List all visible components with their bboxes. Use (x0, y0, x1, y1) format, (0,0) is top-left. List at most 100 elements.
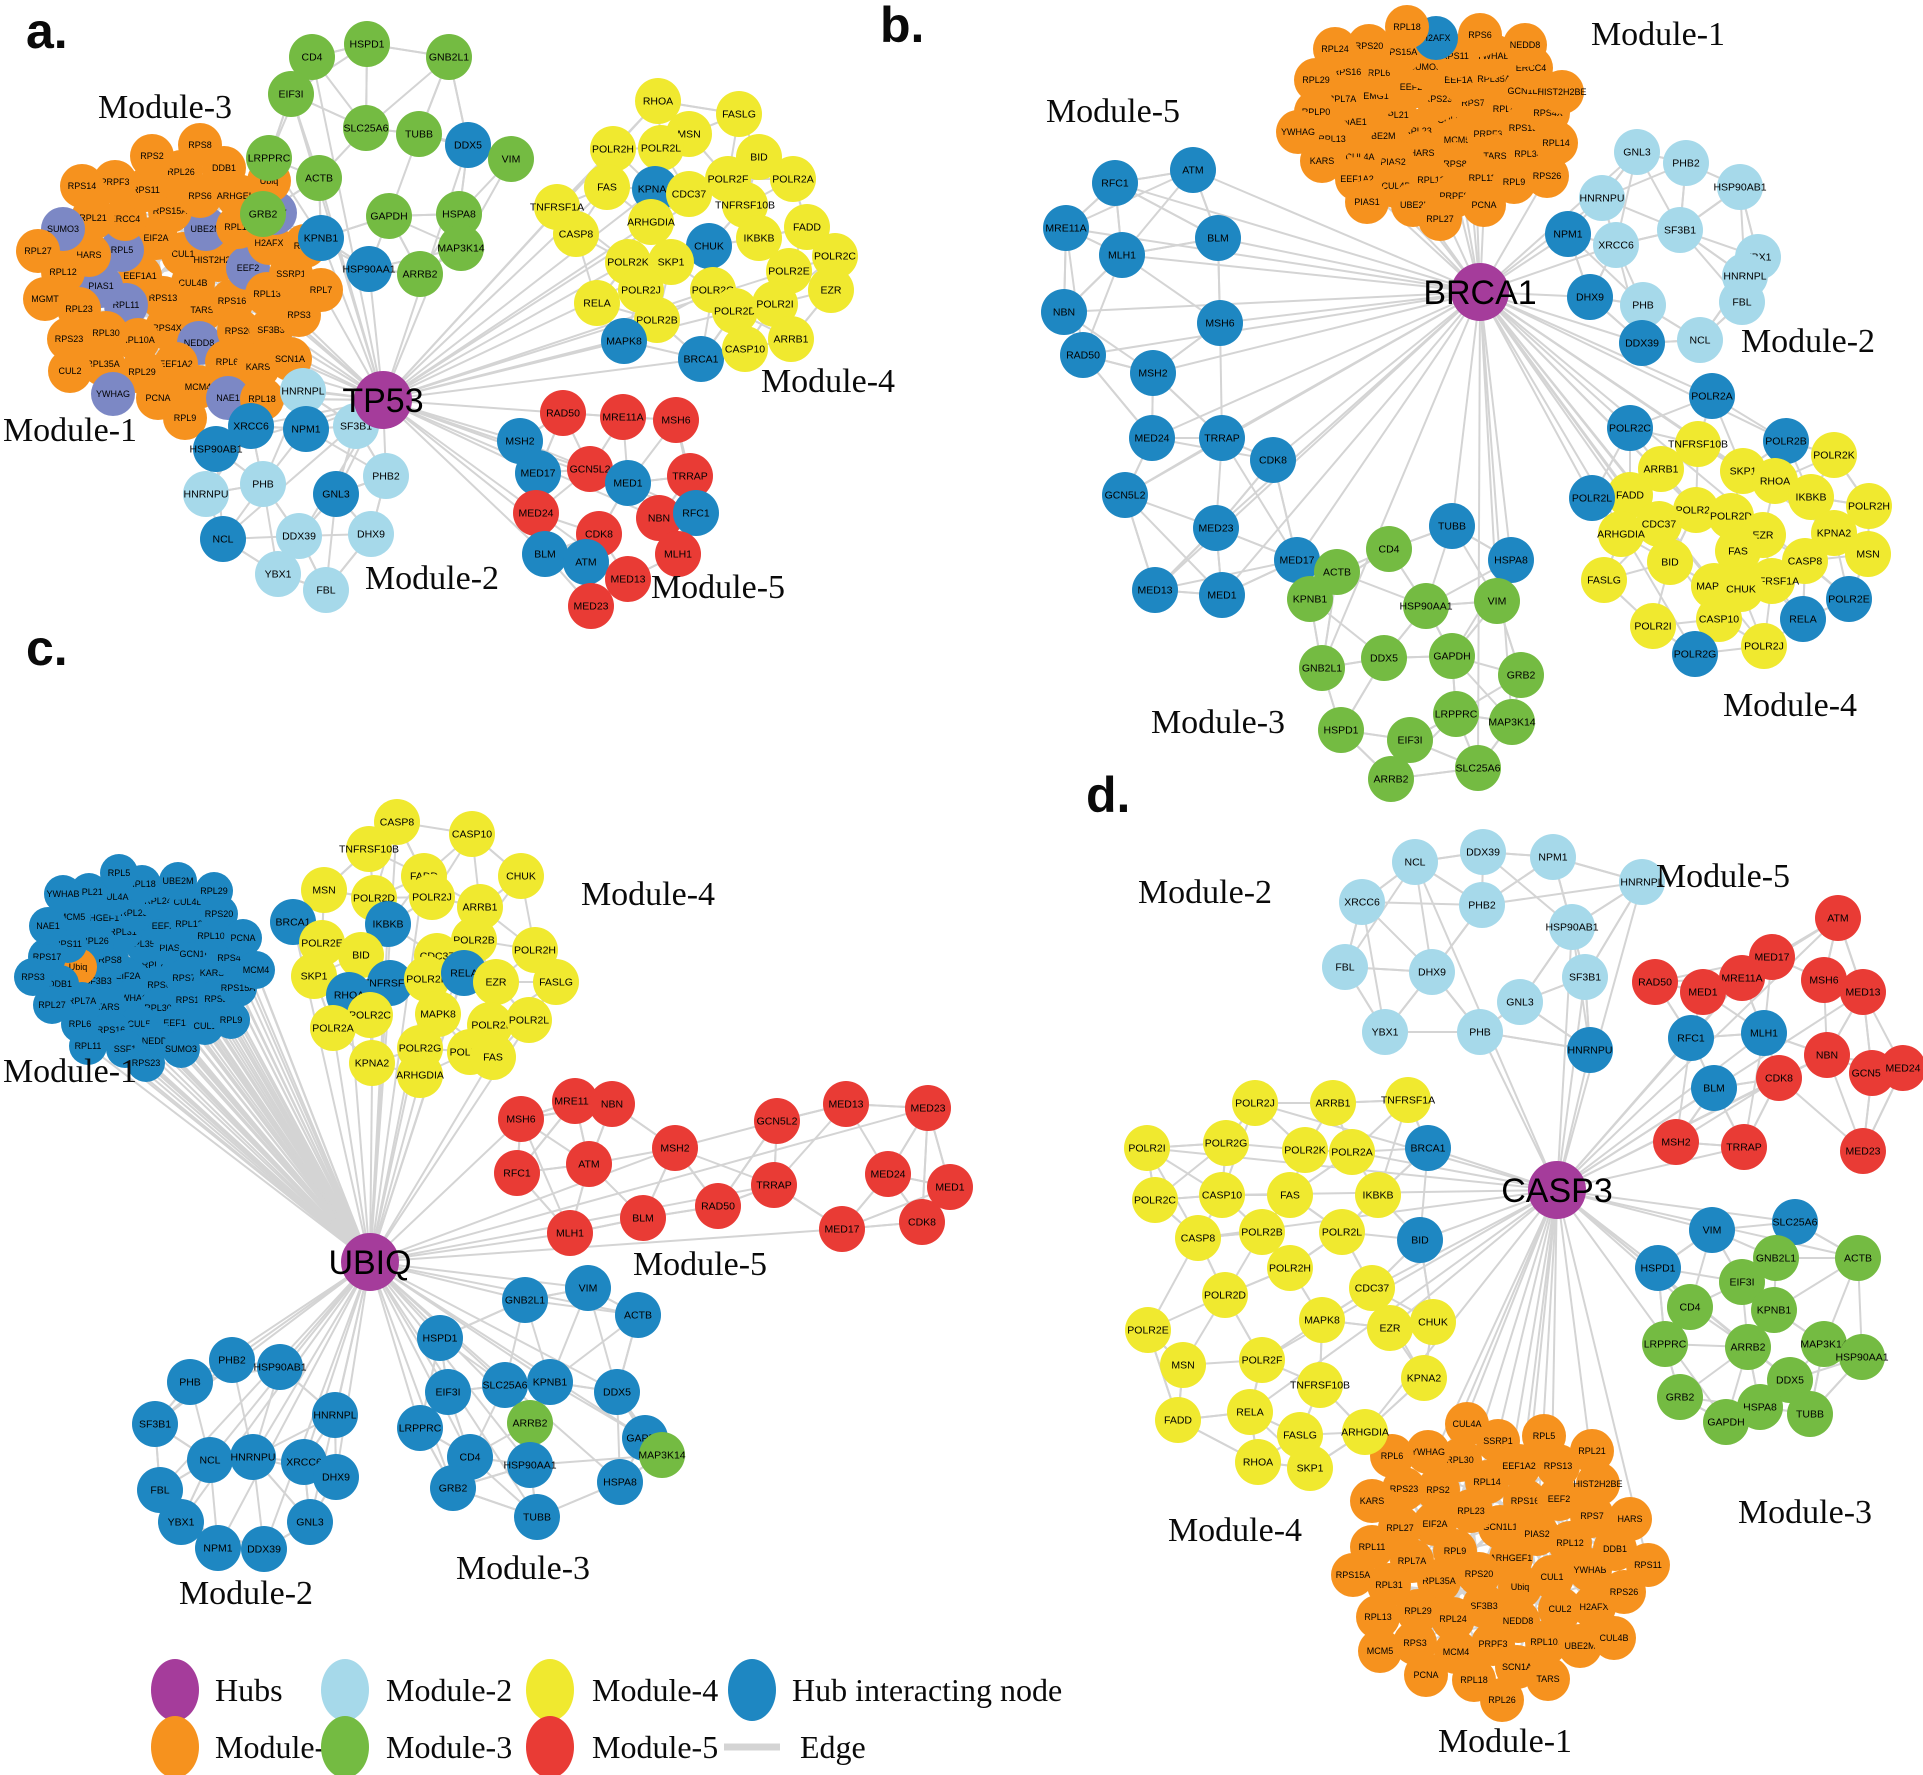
node-RFC1: RFC1 (494, 1150, 540, 1196)
node-MED1: MED1 (1199, 572, 1245, 618)
node-RPS11: RPS11 (1626, 1543, 1670, 1587)
edge (1479, 291, 1696, 655)
module-label: Module-1 (3, 412, 137, 449)
node-BID: BID (1647, 539, 1693, 585)
node-HSPD1: HSPD1 (1635, 1245, 1681, 1291)
legend-item-module-1: Module-1 (151, 1716, 341, 1775)
edge (369, 875, 425, 1263)
node-CD4: CD4 (1366, 526, 1412, 572)
edge (369, 1228, 843, 1263)
node-GRB2: GRB2 (1657, 1374, 1703, 1420)
node-NPM1: NPM1 (1545, 211, 1591, 257)
node-VIM: VIM (565, 1265, 611, 1311)
node-YWHAG: YWHAG (1276, 110, 1320, 154)
node-FASLG: FASLG (716, 91, 762, 137)
hub-node-UBIQ: UBIQ (328, 1233, 412, 1291)
node-MED23: MED23 (568, 583, 614, 629)
node-POLR2L: POLR2L (638, 125, 684, 171)
node-RPS2: RPS2 (130, 134, 174, 178)
node-GRB2: GRB2 (1498, 652, 1544, 698)
node-CASP8: CASP8 (1175, 1215, 1221, 1261)
legend-swatch (321, 1659, 369, 1721)
node-GNB2L1: GNB2L1 (426, 34, 472, 80)
legend-item-module-5: Module-5 (526, 1716, 718, 1775)
edge (1371, 1189, 1558, 1289)
module-label: Module-2 (1741, 323, 1875, 360)
node-GNB2L1: GNB2L1 (1299, 645, 1345, 691)
node-MRE11A: MRE11A (1043, 205, 1089, 251)
legend: Hubs Module-2 Module-4 Hub interacting node… (151, 1659, 1062, 1775)
node-POLR2G: POLR2G (1672, 631, 1718, 677)
node-DDX39: DDX39 (1460, 829, 1506, 875)
nodes-layer: CUL4BRPS13CUL1TARSEEF1A1HIST2H2BERPS4XEI… (14, 5, 1923, 1722)
node-HSP90AA1: HSP90AA1 (1399, 583, 1453, 629)
node-NBN: NBN (1804, 1032, 1850, 1078)
node-RELA: RELA (1227, 1389, 1273, 1435)
node-SUMO3: SUMO3 (162, 1030, 200, 1068)
module-label: Module-1 (1591, 16, 1725, 53)
edge (369, 1261, 531, 1466)
edge (180, 1048, 371, 1263)
node-RELA: RELA (1780, 596, 1826, 642)
node-MLH1: MLH1 (1741, 1010, 1787, 1056)
node-SKP1: SKP1 (1287, 1445, 1333, 1491)
node-POLR2H: POLR2H (1267, 1245, 1313, 1291)
module-label: Module-5 (633, 1246, 767, 1283)
edge (369, 1261, 454, 1489)
legend-swatch (151, 1659, 199, 1721)
node-RELA: RELA (574, 280, 620, 326)
node-GNB2L1: GNB2L1 (502, 1277, 548, 1323)
panel-letter: d. (1086, 767, 1130, 823)
legend-label: Module-1 (215, 1729, 341, 1765)
node-DDX5: DDX5 (445, 122, 491, 168)
node-KPNB1: KPNB1 (527, 1359, 573, 1405)
edge (255, 969, 371, 1263)
module-label: Module-1 (1438, 1723, 1572, 1760)
node-MSH6: MSH6 (1801, 957, 1847, 1003)
module-label: Module-3 (98, 89, 232, 126)
node-POLR2A: POLR2A (310, 1005, 356, 1051)
node-HSPA8: HSPA8 (597, 1459, 643, 1505)
node-RAD50: RAD50 (1060, 332, 1106, 378)
panel-letter: c. (26, 620, 68, 676)
node-MED24: MED24 (1129, 415, 1175, 461)
node-YBX1: YBX1 (1362, 1009, 1408, 1055)
node-ARRB2: ARRB2 (507, 1400, 553, 1446)
node-POLR2B: POLR2B (1239, 1209, 1285, 1255)
node-MED13: MED13 (1840, 969, 1886, 1015)
edge (1124, 291, 1481, 496)
edge (1479, 291, 1787, 442)
node-ATM: ATM (563, 539, 609, 585)
node-IKBKB: IKBKB (1355, 1172, 1401, 1218)
node-ACTB: ACTB (1835, 1235, 1881, 1281)
node-FBL: FBL (1719, 279, 1765, 325)
edge (87, 1045, 371, 1263)
edge (369, 1261, 589, 1289)
node-TARS: TARS (1526, 1657, 1570, 1701)
edge (1219, 291, 1481, 324)
node-PHB2: PHB2 (1663, 140, 1709, 186)
edge (303, 1261, 371, 1463)
edge (311, 56, 384, 401)
node-MSH6: MSH6 (653, 397, 699, 443)
node-POLR2G: POLR2G (1203, 1120, 1249, 1166)
edge (369, 1261, 471, 1458)
node-CASP10: CASP10 (1199, 1172, 1245, 1218)
edge (369, 1056, 494, 1263)
node-POLR2J: POLR2J (1741, 623, 1787, 669)
node-POLR2A: POLR2A (1689, 373, 1735, 419)
node-BRCA1: BRCA1 (1405, 1125, 1451, 1171)
node-RFC1: RFC1 (673, 490, 719, 536)
node-CUL2: CUL2 (48, 349, 92, 393)
node-TUBB: TUBB (514, 1494, 560, 1540)
edge (1217, 237, 1481, 293)
hub-label: UBIQ (328, 1244, 411, 1282)
edge (179, 1022, 371, 1263)
legend-swatch (526, 1716, 574, 1775)
node-DDX5: DDX5 (594, 1369, 640, 1415)
node-ARRB2: ARRB2 (1725, 1324, 1771, 1370)
edge (1451, 291, 1481, 527)
edge (1124, 494, 1223, 596)
